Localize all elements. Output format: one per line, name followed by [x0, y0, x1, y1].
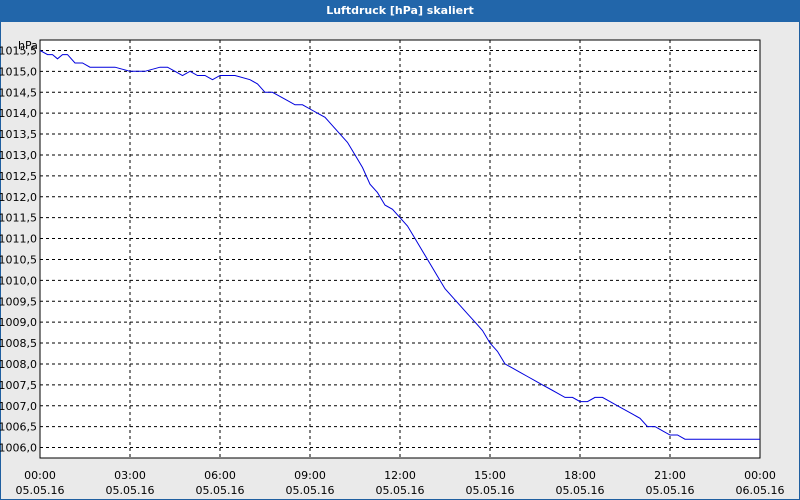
x-tick-date-label: 05.05.16 [466, 484, 515, 497]
x-tick-time-label: 09:00 [294, 469, 326, 482]
y-tick-label: 1014,5 [0, 86, 37, 99]
y-tick-label: 1009,5 [0, 295, 37, 308]
y-tick-label: 1008,5 [0, 337, 37, 350]
y-tick-label: 1009,0 [0, 316, 37, 329]
y-tick-label: 1015,0 [0, 65, 37, 78]
x-tick-time-label: 00:00 [744, 469, 776, 482]
y-tick-label: 1013,0 [0, 149, 37, 162]
y-tick-label: 1012,5 [0, 170, 37, 183]
x-tick-date-label: 05.05.16 [556, 484, 605, 497]
pressure-series-line [39, 49, 760, 440]
y-axis-tick-labels: 1006,0 1006,5 1007,0 1007,5 1008,0 1008,5 1009… [0, 44, 37, 454]
series-layer [39, 49, 760, 440]
x-tick-time-label: 00:00 [24, 469, 56, 482]
x-tick-time-label: 15:00 [474, 469, 506, 482]
y-tick-label: 1012,0 [0, 191, 37, 204]
x-tick-time-label: 21:00 [654, 469, 686, 482]
y-tick-label: 1014,0 [0, 107, 37, 120]
x-axis-tick-labels: 00:00 05.05.16 03:00 05.05.16 06:00 05.05.16 0… [16, 469, 785, 497]
y-tick-label: 1013,5 [0, 128, 37, 141]
x-tick-time-label: 18:00 [564, 469, 596, 482]
x-tick-date-label: 05.05.16 [16, 484, 65, 497]
grid-lines [40, 40, 760, 458]
y-tick-label: 1006,0 [0, 442, 37, 455]
x-tick-date-label: 05.05.16 [196, 484, 245, 497]
y-tick-label: 1011,0 [0, 233, 37, 246]
y-tick-label: 1008,0 [0, 358, 37, 371]
y-tick-label: 1010,0 [0, 274, 37, 287]
x-tick-time-label: 12:00 [384, 469, 416, 482]
y-axis-unit-label: hPa [18, 39, 38, 52]
x-tick-date-label: 06.05.16 [736, 484, 785, 497]
x-tick-date-label: 05.05.16 [376, 484, 425, 497]
y-tick-label: 1015,5 [0, 44, 37, 57]
x-tick-time-label: 03:00 [114, 469, 146, 482]
x-tick-date-label: 05.05.16 [646, 484, 695, 497]
y-tick-label: 1007,5 [0, 379, 37, 392]
x-tick-time-label: 06:00 [204, 469, 236, 482]
y-tick-label: 1006,5 [0, 421, 37, 434]
x-tick-date-label: 05.05.16 [286, 484, 335, 497]
y-tick-label: 1011,5 [0, 212, 37, 225]
chart-title: Luftdruck [hPa] skaliert [0, 0, 800, 22]
y-tick-label: 1010,5 [0, 253, 37, 266]
x-tick-date-label: 05.05.16 [106, 484, 155, 497]
y-tick-label: 1007,0 [0, 400, 37, 413]
